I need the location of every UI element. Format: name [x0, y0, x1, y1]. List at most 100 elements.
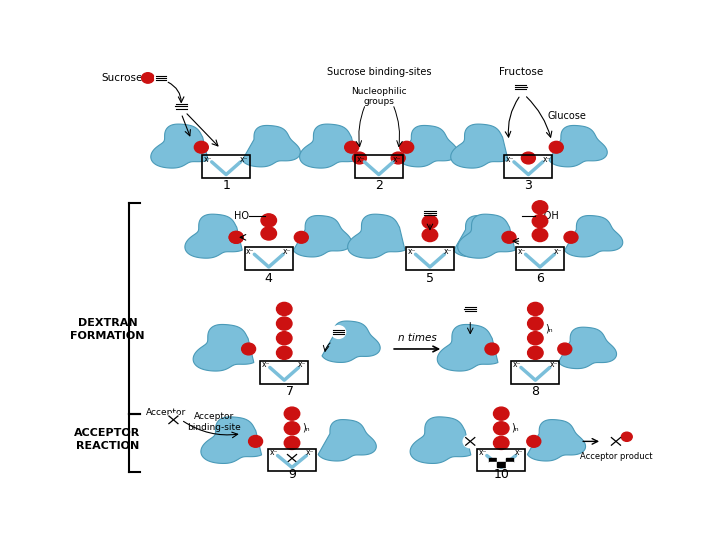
Ellipse shape	[463, 303, 477, 315]
Ellipse shape	[277, 317, 292, 330]
Ellipse shape	[494, 436, 509, 450]
Bar	[406, 247, 454, 270]
Polygon shape	[193, 325, 254, 371]
Text: x⁻: x⁻	[269, 449, 278, 458]
Ellipse shape	[423, 207, 437, 219]
Ellipse shape	[277, 346, 292, 359]
Ellipse shape	[422, 229, 438, 241]
Ellipse shape	[532, 215, 548, 227]
Ellipse shape	[513, 81, 528, 93]
Text: 6: 6	[536, 272, 544, 285]
Text: —OH: —OH	[534, 211, 560, 221]
Polygon shape	[451, 124, 508, 168]
Text: 2: 2	[375, 179, 383, 192]
Ellipse shape	[557, 343, 572, 355]
Bar	[202, 155, 251, 178]
Text: x⁻: x⁻	[246, 247, 255, 256]
Ellipse shape	[174, 100, 188, 113]
Polygon shape	[400, 125, 458, 167]
Text: 9: 9	[288, 468, 296, 481]
Ellipse shape	[142, 73, 154, 83]
Ellipse shape	[194, 142, 209, 153]
Bar	[497, 458, 505, 462]
Text: x⁻: x⁻	[550, 360, 558, 369]
Text: Acceptor product: Acceptor product	[580, 452, 652, 461]
Ellipse shape	[528, 346, 543, 359]
Ellipse shape	[550, 142, 563, 153]
Bar	[516, 247, 564, 270]
Polygon shape	[558, 327, 617, 368]
Ellipse shape	[494, 422, 509, 435]
Polygon shape	[454, 216, 512, 257]
Ellipse shape	[609, 435, 623, 447]
Text: x⁻: x⁻	[283, 247, 291, 256]
Text: 10: 10	[493, 468, 509, 481]
Ellipse shape	[285, 452, 299, 465]
Text: )ₙ: )ₙ	[511, 422, 519, 433]
Ellipse shape	[527, 436, 541, 447]
Text: x⁻: x⁻	[515, 449, 523, 458]
Ellipse shape	[345, 142, 358, 153]
Text: 5: 5	[426, 272, 434, 285]
Ellipse shape	[528, 317, 543, 330]
Ellipse shape	[155, 73, 167, 83]
Text: x⁻: x⁻	[203, 155, 212, 163]
Text: x⁻: x⁻	[518, 247, 526, 256]
Polygon shape	[293, 216, 351, 257]
Ellipse shape	[285, 407, 300, 420]
Text: HO: HO	[235, 211, 249, 221]
Polygon shape	[410, 417, 471, 464]
Polygon shape	[318, 420, 376, 461]
Ellipse shape	[400, 142, 413, 153]
Ellipse shape	[391, 152, 405, 164]
Text: x⁻: x⁻	[444, 247, 452, 256]
Bar	[505, 155, 552, 178]
Ellipse shape	[242, 343, 256, 355]
Text: x⁻: x⁻	[513, 360, 521, 369]
Ellipse shape	[167, 413, 180, 426]
Ellipse shape	[332, 326, 345, 338]
Ellipse shape	[285, 436, 300, 450]
Bar	[268, 449, 316, 470]
Ellipse shape	[422, 215, 438, 229]
Polygon shape	[243, 125, 300, 167]
Polygon shape	[322, 321, 380, 363]
Text: x⁻: x⁻	[356, 155, 365, 163]
Ellipse shape	[502, 231, 516, 243]
Text: x⁻: x⁻	[408, 247, 416, 256]
Ellipse shape	[528, 332, 543, 345]
Text: Fructose: Fructose	[499, 67, 543, 77]
Text: )ₙ: )ₙ	[545, 323, 553, 333]
Polygon shape	[185, 214, 243, 258]
Polygon shape	[549, 125, 607, 167]
Bar	[497, 462, 505, 467]
Ellipse shape	[521, 152, 535, 164]
Text: x⁻: x⁻	[262, 360, 270, 369]
Ellipse shape	[261, 214, 277, 227]
Ellipse shape	[621, 432, 632, 441]
Text: x⁻: x⁻	[393, 155, 401, 163]
Ellipse shape	[532, 201, 548, 214]
Ellipse shape	[564, 231, 578, 243]
Bar	[505, 458, 513, 462]
Bar	[355, 155, 403, 178]
Ellipse shape	[277, 332, 292, 345]
Text: x⁻: x⁻	[306, 449, 314, 458]
Text: Sucrose: Sucrose	[102, 73, 143, 83]
Ellipse shape	[277, 302, 292, 316]
Text: 1: 1	[222, 179, 230, 192]
Bar	[489, 458, 497, 462]
Bar	[489, 462, 497, 467]
Polygon shape	[458, 214, 515, 258]
Ellipse shape	[285, 422, 300, 435]
Text: n times: n times	[398, 333, 437, 343]
Text: 4: 4	[265, 272, 273, 285]
Polygon shape	[527, 420, 586, 461]
Text: 8: 8	[531, 385, 539, 398]
Text: x⁻: x⁻	[240, 155, 248, 163]
Text: 7: 7	[287, 385, 295, 398]
Ellipse shape	[353, 152, 366, 164]
Ellipse shape	[295, 231, 308, 243]
Polygon shape	[201, 417, 261, 464]
Text: Acceptor: Acceptor	[146, 407, 187, 417]
